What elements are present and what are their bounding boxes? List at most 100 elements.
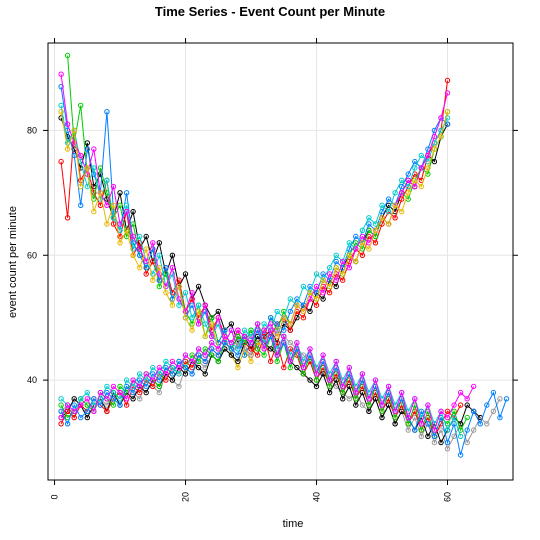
data-point [117, 383, 123, 390]
data-point [313, 271, 320, 277]
data-point [195, 364, 202, 371]
data-point [438, 408, 444, 414]
data-point [281, 315, 287, 321]
data-point [123, 208, 130, 215]
data-point [143, 389, 149, 396]
data-point [412, 183, 418, 190]
data-point [379, 202, 385, 209]
data-point [169, 364, 176, 371]
data-point [248, 327, 254, 333]
data-point [372, 377, 379, 383]
data-point [78, 402, 84, 408]
data-point [346, 396, 352, 402]
data-point [71, 140, 77, 146]
data-point [464, 414, 470, 421]
data-point [326, 383, 333, 390]
data-point [130, 252, 136, 259]
data-point [353, 233, 359, 240]
data-point [137, 377, 143, 383]
data-point [313, 296, 320, 302]
data-point [471, 408, 477, 414]
data-point [104, 109, 110, 115]
data-point [392, 190, 398, 196]
data-point [340, 277, 346, 283]
data-point [399, 208, 405, 215]
series-line [60, 322, 462, 437]
data-point [359, 227, 366, 234]
data-point [392, 202, 398, 209]
data-point [425, 433, 431, 439]
data-point [281, 327, 287, 333]
data-point [444, 427, 451, 433]
plot-frame [47, 42, 514, 481]
data-point [438, 133, 444, 140]
data-point [163, 265, 169, 271]
data-point [241, 333, 248, 340]
x-tick-label: 60 [443, 492, 453, 502]
data-point [202, 346, 208, 352]
data-point [123, 396, 130, 402]
data-point [84, 402, 91, 408]
data-point [405, 171, 411, 177]
data-point [169, 302, 176, 308]
data-point [182, 371, 189, 377]
data-point [78, 102, 84, 109]
data-point [444, 439, 451, 446]
data-point [104, 396, 110, 402]
series-14 [58, 321, 477, 433]
data-point [215, 358, 222, 365]
data-point [137, 371, 143, 377]
data-point [248, 346, 254, 352]
data-point [215, 315, 222, 321]
data-point [392, 215, 398, 221]
data-point [399, 389, 405, 396]
data-point [110, 221, 117, 227]
data-point [438, 439, 444, 446]
data-point [195, 308, 202, 315]
data-point [431, 439, 438, 446]
data-point [464, 427, 470, 433]
data-point [287, 327, 293, 333]
series-10 [58, 333, 464, 439]
data-point [64, 121, 71, 127]
data-point [130, 396, 136, 402]
data-point [91, 408, 97, 414]
data-point [84, 183, 91, 190]
data-point [254, 352, 261, 358]
data-point [163, 371, 169, 377]
data-point [195, 346, 202, 352]
data-point [418, 165, 424, 171]
data-point [372, 240, 379, 246]
data-point [150, 277, 156, 283]
data-point [143, 377, 149, 383]
data-point [143, 233, 149, 240]
data-point [366, 221, 372, 227]
data-point [117, 402, 123, 408]
data-point [241, 327, 248, 333]
data-point [281, 333, 287, 340]
data-point [340, 271, 346, 277]
data-point [123, 402, 130, 408]
data-point [130, 377, 136, 383]
data-point [84, 396, 91, 402]
data-point [123, 202, 130, 209]
data-point [110, 396, 117, 402]
data-point [137, 396, 143, 402]
data-point [78, 414, 84, 421]
data-point [326, 377, 333, 383]
data-point [156, 277, 163, 283]
data-point [137, 246, 143, 252]
data-point [300, 315, 307, 321]
data-point [333, 258, 339, 265]
data-point [405, 421, 411, 427]
series-line [60, 117, 448, 350]
data-point [287, 364, 293, 371]
x-tick-label: 40 [312, 492, 322, 502]
data-point [71, 402, 77, 408]
data-point [71, 152, 77, 159]
data-point [202, 302, 208, 308]
y-axis-label: event count per minute [7, 206, 19, 318]
data-point [84, 408, 91, 414]
data-point [307, 377, 313, 383]
data-point [340, 383, 346, 390]
